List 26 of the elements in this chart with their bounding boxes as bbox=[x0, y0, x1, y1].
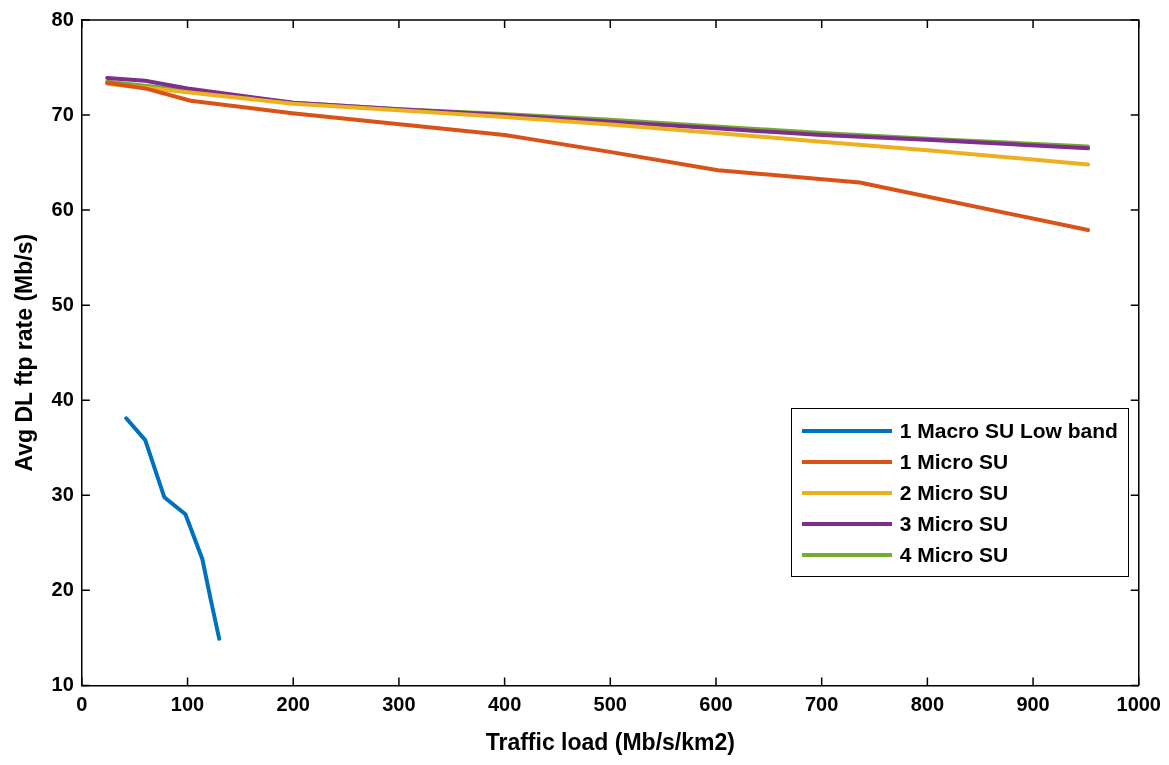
legend-label: 3 Micro SU bbox=[899, 511, 1009, 536]
x-tick-label: 100 bbox=[170, 692, 205, 715]
x-tick-label: 500 bbox=[593, 692, 627, 715]
y-tick-label: 20 bbox=[51, 577, 74, 600]
x-tick-label: 400 bbox=[487, 692, 522, 715]
y-tick-label: 80 bbox=[51, 7, 74, 30]
x-tick-label: 600 bbox=[699, 692, 733, 715]
legend-label: 2 Micro SU bbox=[899, 480, 1009, 505]
x-tick-label: 700 bbox=[804, 692, 839, 715]
y-tick-label: 30 bbox=[51, 482, 74, 505]
x-tick-label: 1000 bbox=[1116, 692, 1161, 715]
y-tick-label: 70 bbox=[51, 102, 74, 125]
y-tick-label: 60 bbox=[51, 197, 74, 220]
y-axis-title: Avg DL ftp rate (Mb/s) bbox=[11, 233, 38, 472]
x-tick-label: 800 bbox=[910, 692, 945, 715]
x-tick-label: 0 bbox=[76, 692, 88, 715]
y-tick-label: 40 bbox=[51, 387, 74, 410]
x-tick-label: 900 bbox=[1016, 692, 1050, 715]
legend-label: 1 Macro SU Low band bbox=[899, 418, 1118, 443]
y-tick-label: 10 bbox=[51, 672, 74, 695]
legend-label: 1 Micro SU bbox=[899, 449, 1009, 474]
x-tick-label: 200 bbox=[276, 692, 310, 715]
x-axis-title: Traffic load (Mb/s/km2) bbox=[485, 728, 735, 755]
y-tick-label: 50 bbox=[51, 292, 74, 315]
legend-label: 4 Micro SU bbox=[899, 542, 1009, 567]
x-tick-label: 300 bbox=[382, 692, 416, 715]
